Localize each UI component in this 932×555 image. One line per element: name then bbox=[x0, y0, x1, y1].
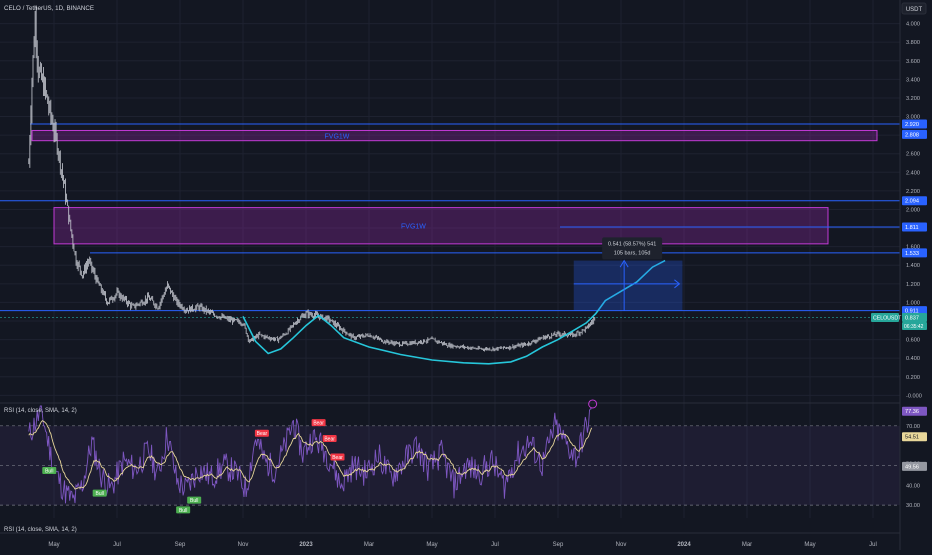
rsi-badge-label: 54.51 bbox=[905, 435, 919, 441]
price-tick: 4.000 bbox=[906, 22, 920, 28]
time-tick: Mar bbox=[364, 542, 374, 548]
price-tick: 1.400 bbox=[906, 263, 920, 269]
rsi-ma-line bbox=[28, 420, 593, 490]
bull-signal-badge bbox=[42, 466, 57, 474]
rsi-title: RSI (14, close, SMA, 14, 2) bbox=[4, 408, 77, 414]
measure-line-1: 0.541 (58.57%) 541 bbox=[608, 241, 656, 247]
bear-signal-badge bbox=[330, 453, 345, 461]
rsi-tick: 40.00 bbox=[906, 483, 920, 489]
price-badge bbox=[902, 248, 927, 258]
cup-curve bbox=[242, 259, 666, 365]
price-tick: -0.000 bbox=[906, 393, 922, 399]
signal-label: Bear bbox=[257, 431, 268, 437]
time-tick: Nov bbox=[616, 542, 627, 548]
rsi-badge bbox=[902, 432, 927, 442]
currency-label: USDT bbox=[906, 7, 923, 13]
rsi-tick: 30.00 bbox=[906, 503, 920, 509]
rsi-alert-icon bbox=[588, 399, 598, 409]
measure-line-2: 105 bars, 105d bbox=[614, 250, 651, 256]
symbol-header: CELO / TetherUS, 1D, BINANCE bbox=[4, 5, 94, 12]
measure-arrow-up bbox=[619, 259, 629, 268]
time-tick: Jul bbox=[869, 542, 877, 548]
price-tick: 2.400 bbox=[906, 170, 920, 176]
time-tick: May bbox=[48, 542, 59, 548]
time-tick: 2024 bbox=[677, 542, 691, 548]
rsi-badge bbox=[902, 461, 927, 471]
price-badge-label: 0.837 bbox=[905, 316, 919, 322]
signal-label: Bull bbox=[45, 468, 53, 474]
symbol-tag bbox=[871, 313, 899, 323]
time-tick: Jul bbox=[491, 542, 499, 548]
price-badge bbox=[902, 129, 927, 139]
time-tick: Jul bbox=[113, 542, 121, 548]
price-tick: 2.200 bbox=[906, 189, 920, 195]
price-tick: 3.600 bbox=[906, 59, 920, 65]
signal-label: Bull bbox=[96, 491, 104, 497]
bear-signal-badge bbox=[322, 434, 337, 442]
price-tick: 1.000 bbox=[906, 300, 920, 306]
price-tick: 3.400 bbox=[906, 77, 920, 83]
price-tick: 1.200 bbox=[906, 282, 920, 288]
fvg-label: FVG1W bbox=[325, 134, 350, 141]
rsi-badge bbox=[902, 406, 927, 416]
signal-label: Bear bbox=[324, 436, 335, 442]
measure-box bbox=[573, 260, 683, 311]
price-tick: 3.200 bbox=[906, 96, 920, 102]
measure-label-box bbox=[602, 237, 663, 260]
bull-signal-badge bbox=[187, 496, 202, 504]
measure-arrow-right bbox=[674, 279, 681, 289]
time-tick: May bbox=[804, 542, 815, 548]
symbol-tag-label: CELOUSDT bbox=[873, 316, 902, 322]
price-badge-label: 2.808 bbox=[905, 132, 919, 138]
rsi-title-2: RSI (14, close, SMA, 14, 2) bbox=[4, 527, 77, 533]
bear-signal-badge bbox=[311, 419, 326, 427]
signal-label: Bull bbox=[179, 508, 187, 514]
price-badge-label: 0.911 bbox=[905, 309, 919, 315]
price-tick: 2.600 bbox=[906, 152, 920, 158]
price-tick: 2.000 bbox=[906, 207, 920, 213]
price-tick: 3.000 bbox=[906, 115, 920, 121]
price-axis-bg bbox=[900, 0, 932, 550]
price-badge bbox=[902, 119, 927, 129]
rsi-line bbox=[28, 405, 592, 504]
price-badge bbox=[902, 313, 927, 323]
price-badge bbox=[902, 222, 927, 232]
time-tick: Sep bbox=[553, 542, 564, 548]
price-badge bbox=[902, 196, 927, 206]
rsi-tick: 70.00 bbox=[906, 424, 920, 430]
signal-label: Bear bbox=[313, 421, 324, 427]
fvg-label: FVG1W bbox=[401, 224, 426, 231]
time-tick: Mar bbox=[742, 542, 752, 548]
bull-signal-badge bbox=[176, 506, 191, 514]
price-tick: 0.200 bbox=[906, 375, 920, 381]
countdown-label: 06:35:42 bbox=[904, 324, 924, 330]
price-tick: 3.800 bbox=[906, 40, 920, 46]
price-badge-label: 1.533 bbox=[905, 251, 919, 257]
price-badge-label: 2.094 bbox=[905, 199, 919, 205]
price-tick: 1.600 bbox=[906, 245, 920, 251]
price-badge-label: 2.920 bbox=[905, 122, 919, 128]
fvg-zone bbox=[31, 129, 878, 142]
currency-button[interactable] bbox=[901, 2, 927, 15]
bull-signal-badge bbox=[92, 489, 107, 497]
price-badge-label: 1.811 bbox=[905, 225, 919, 231]
time-tick: Nov bbox=[238, 542, 249, 548]
price-badge bbox=[902, 306, 927, 316]
time-tick: 2023 bbox=[299, 542, 313, 548]
signal-label: Bear bbox=[332, 455, 343, 461]
rsi-badge-label: 49.56 bbox=[905, 464, 919, 470]
bear-signal-badge bbox=[254, 429, 269, 437]
fvg-zone bbox=[53, 207, 829, 245]
time-tick: May bbox=[426, 542, 437, 548]
rsi-badge-label: 77.36 bbox=[905, 409, 919, 415]
signal-label: Bull bbox=[190, 498, 198, 504]
time-tick: Sep bbox=[175, 542, 186, 548]
price-tick: 0.600 bbox=[906, 338, 920, 344]
price-tick: 0.400 bbox=[906, 356, 920, 362]
countdown-badge bbox=[902, 322, 927, 331]
